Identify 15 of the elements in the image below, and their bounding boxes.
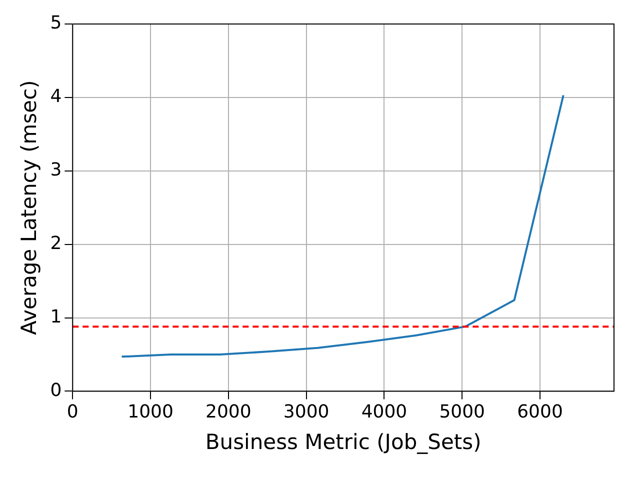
y-tick-label: 3 — [50, 160, 62, 181]
x-axis-title: Business Metric (Job_Sets) — [205, 430, 482, 454]
x-tick-label: 3000 — [283, 402, 330, 423]
x-tick-label: 5000 — [439, 402, 486, 423]
y-tick-label: 5 — [50, 12, 62, 34]
y-axis-title: Average Latency (msec) — [17, 80, 42, 336]
x-tick-label: 6000 — [517, 402, 563, 423]
x-tick-label: 4000 — [361, 402, 408, 423]
y-tick-label: 0 — [50, 380, 62, 401]
x-tick-label: 1000 — [128, 402, 174, 423]
y-tick-label: 2 — [50, 232, 62, 254]
y-tick-label: 1 — [50, 306, 62, 328]
y-tick-label: 4 — [50, 86, 62, 108]
x-tick-label: 2000 — [206, 402, 252, 423]
x-tick-label: 0 — [66, 402, 78, 423]
